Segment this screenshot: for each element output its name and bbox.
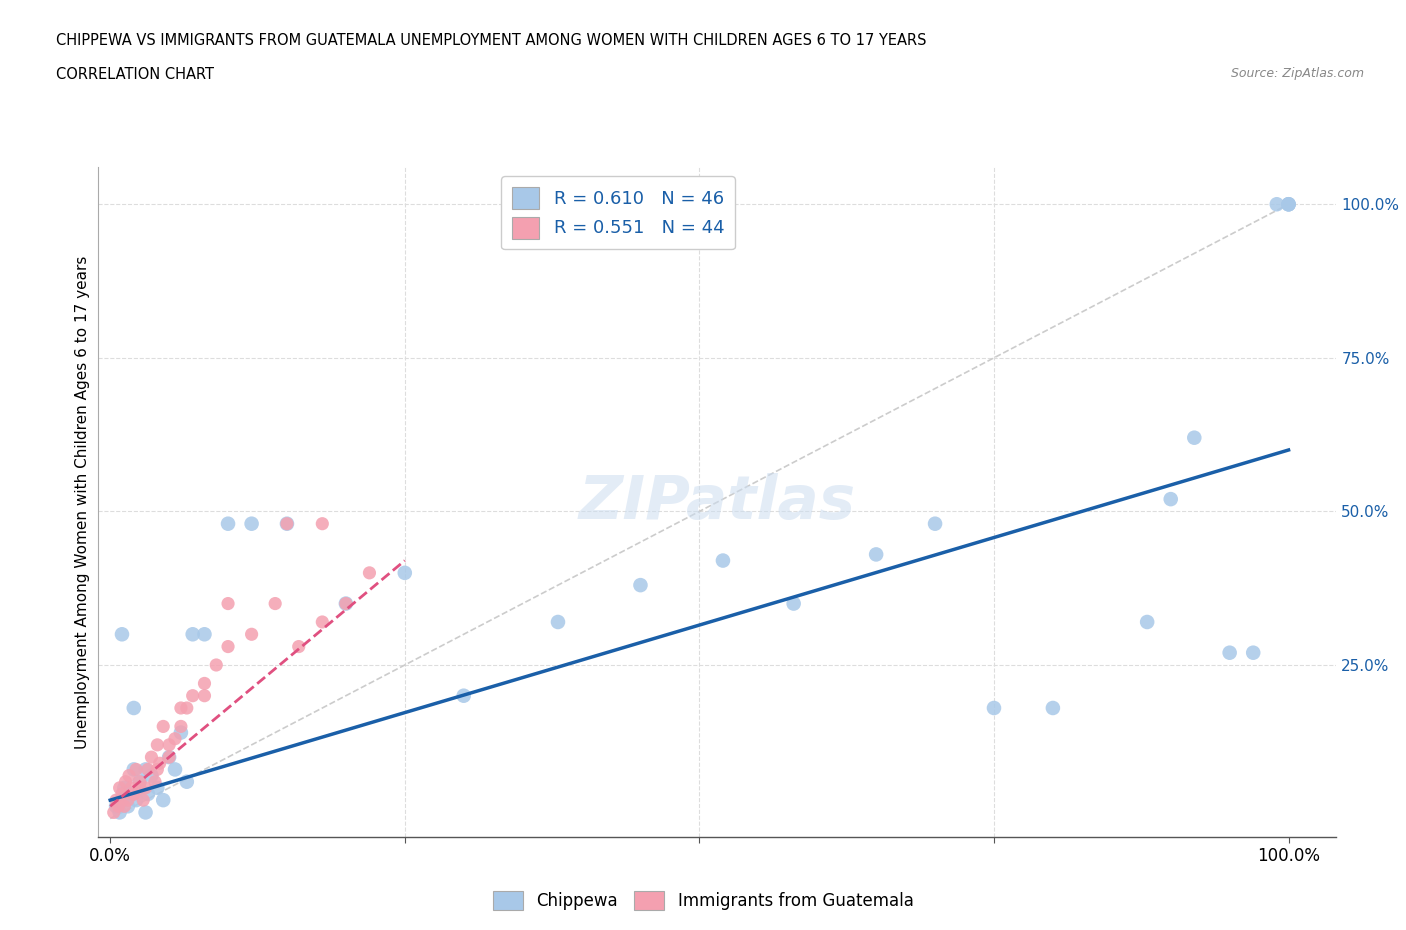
Point [205,658,228,672]
Point [193,688,215,703]
Point [136,787,159,802]
Point [287,639,309,654]
Point [1277,197,1299,212]
Point [782,596,804,611]
Point [111,792,134,807]
Point [103,805,125,820]
Point [105,799,128,814]
Point [1136,615,1159,630]
Point [276,516,298,531]
Point [1265,197,1288,212]
Point [711,553,734,568]
Point [176,700,198,715]
Point [122,700,145,715]
Point [924,516,946,531]
Point [163,762,186,777]
Point [1160,492,1182,507]
Y-axis label: Unemployment Among Women with Children Ages 6 to 17 years: Unemployment Among Women with Children A… [75,256,90,749]
Point [240,627,263,642]
Point [108,780,131,795]
Point [157,750,180,764]
Point [181,627,204,642]
Point [240,516,263,531]
Point [125,792,148,807]
Point [117,799,139,814]
Point [128,780,150,795]
Point [1277,197,1299,212]
Point [146,737,169,752]
Point [120,787,142,802]
Point [157,750,180,764]
Point [264,596,287,611]
Point [128,775,150,790]
Legend: Chippewa, Immigrants from Guatemala: Chippewa, Immigrants from Guatemala [486,884,920,917]
Point [111,787,134,802]
Point [311,615,333,630]
Point [547,615,569,630]
Point [132,792,155,807]
Point [111,627,134,642]
Point [630,578,652,592]
Point [1042,700,1064,715]
Point [176,775,198,790]
Point [217,596,239,611]
Point [120,780,142,795]
Point [128,775,150,790]
Point [170,700,193,715]
Point [107,799,129,814]
Text: CHIPPEWA VS IMMIGRANTS FROM GUATEMALA UNEMPLOYMENT AMONG WOMEN WITH CHILDREN AGE: CHIPPEWA VS IMMIGRANTS FROM GUATEMALA UN… [56,33,927,47]
Point [143,775,166,790]
Point [217,639,239,654]
Point [108,805,131,820]
Point [135,762,157,777]
Point [335,596,357,611]
Point [157,737,180,752]
Point [193,676,215,691]
Text: CORRELATION CHART: CORRELATION CHART [56,67,214,82]
Point [141,750,163,764]
Point [1241,645,1264,660]
Point [105,792,128,807]
Point [1182,431,1205,445]
Point [146,780,169,795]
Point [217,516,239,531]
Point [394,565,416,580]
Point [112,799,135,814]
Point [118,768,141,783]
Point [125,762,148,777]
Point [453,688,475,703]
Text: ZIPatlas: ZIPatlas [578,472,856,532]
Point [170,725,193,740]
Point [149,756,172,771]
Point [359,565,381,580]
Point [136,762,159,777]
Point [865,547,887,562]
Point [122,787,145,802]
Point [122,787,145,802]
Point [311,516,333,531]
Text: Source: ZipAtlas.com: Source: ZipAtlas.com [1230,67,1364,80]
Point [163,731,186,746]
Point [117,792,139,807]
Point [335,596,357,611]
Point [152,792,174,807]
Point [181,688,204,703]
Point [1219,645,1241,660]
Point [170,719,193,734]
Point [114,775,136,790]
Point [141,768,163,783]
Point [193,627,215,642]
Legend: R = 0.610   N = 46, R = 0.551   N = 44: R = 0.610 N = 46, R = 0.551 N = 44 [501,177,735,249]
Point [983,700,1005,715]
Point [276,516,298,531]
Point [146,762,169,777]
Point [152,719,174,734]
Point [135,780,157,795]
Point [122,762,145,777]
Point [1277,197,1299,212]
Point [112,780,135,795]
Point [135,805,157,820]
